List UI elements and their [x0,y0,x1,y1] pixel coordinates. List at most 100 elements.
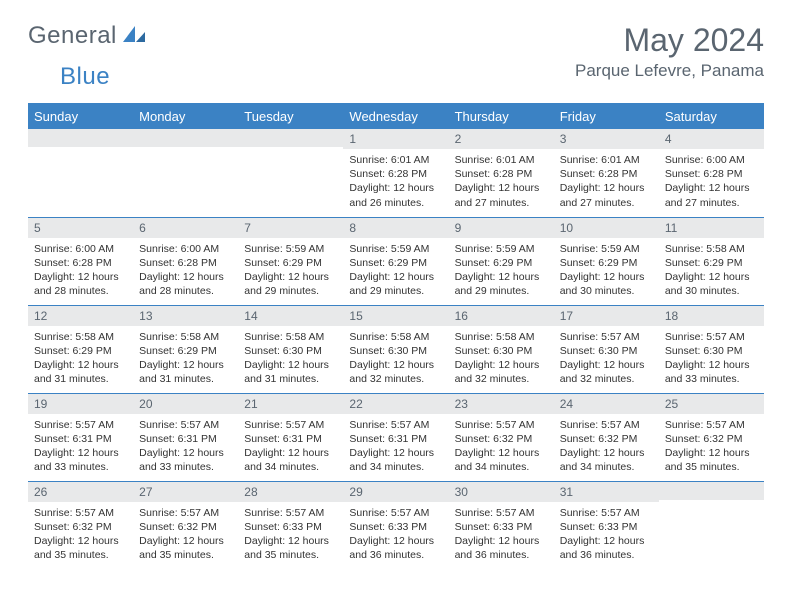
day-number: 1 [343,129,448,149]
day-number: 30 [449,482,554,502]
day-details: Sunrise: 5:58 AMSunset: 6:29 PMDaylight:… [28,326,133,393]
day-number [133,129,238,147]
calendar-day-cell: 8Sunrise: 5:59 AMSunset: 6:29 PMDaylight… [343,217,448,305]
day-details: Sunrise: 5:57 AMSunset: 6:31 PMDaylight:… [238,414,343,481]
day-details: Sunrise: 6:01 AMSunset: 6:28 PMDaylight:… [343,149,448,216]
day-details: Sunrise: 5:57 AMSunset: 6:31 PMDaylight:… [133,414,238,481]
logo-word-general: General [28,22,117,50]
day-details: Sunrise: 5:59 AMSunset: 6:29 PMDaylight:… [554,238,659,305]
calendar-day-cell: 6Sunrise: 6:00 AMSunset: 6:28 PMDaylight… [133,217,238,305]
calendar-day-cell: 20Sunrise: 5:57 AMSunset: 6:31 PMDayligh… [133,393,238,481]
day-details: Sunrise: 5:58 AMSunset: 6:30 PMDaylight:… [343,326,448,393]
calendar-day-cell: 15Sunrise: 5:58 AMSunset: 6:30 PMDayligh… [343,305,448,393]
day-number [28,129,133,147]
day-number: 4 [659,129,764,149]
day-details: Sunrise: 5:58 AMSunset: 6:30 PMDaylight:… [449,326,554,393]
day-number: 19 [28,394,133,414]
calendar-week-row: 19Sunrise: 5:57 AMSunset: 6:31 PMDayligh… [28,393,764,481]
calendar-day-cell [659,481,764,569]
calendar-day-cell: 3Sunrise: 6:01 AMSunset: 6:28 PMDaylight… [554,129,659,217]
calendar-day-cell: 1Sunrise: 6:01 AMSunset: 6:28 PMDaylight… [343,129,448,217]
calendar-day-cell: 26Sunrise: 5:57 AMSunset: 6:32 PMDayligh… [28,481,133,569]
day-details: Sunrise: 5:57 AMSunset: 6:32 PMDaylight:… [449,414,554,481]
calendar-day-cell [133,129,238,217]
calendar-day-cell [28,129,133,217]
calendar-day-cell: 13Sunrise: 5:58 AMSunset: 6:29 PMDayligh… [133,305,238,393]
day-number: 9 [449,218,554,238]
day-number: 13 [133,306,238,326]
calendar-day-cell: 22Sunrise: 5:57 AMSunset: 6:31 PMDayligh… [343,393,448,481]
day-details: Sunrise: 5:59 AMSunset: 6:29 PMDaylight:… [238,238,343,305]
day-details: Sunrise: 5:57 AMSunset: 6:31 PMDaylight:… [28,414,133,481]
calendar-day-cell: 4Sunrise: 6:00 AMSunset: 6:28 PMDaylight… [659,129,764,217]
calendar-day-cell: 23Sunrise: 5:57 AMSunset: 6:32 PMDayligh… [449,393,554,481]
day-details: Sunrise: 5:57 AMSunset: 6:32 PMDaylight:… [659,414,764,481]
calendar-day-cell: 21Sunrise: 5:57 AMSunset: 6:31 PMDayligh… [238,393,343,481]
day-details: Sunrise: 5:57 AMSunset: 6:33 PMDaylight:… [343,502,448,569]
day-number: 10 [554,218,659,238]
day-number: 24 [554,394,659,414]
day-number [238,129,343,147]
calendar-week-row: 12Sunrise: 5:58 AMSunset: 6:29 PMDayligh… [28,305,764,393]
day-number: 7 [238,218,343,238]
calendar-day-cell: 19Sunrise: 5:57 AMSunset: 6:31 PMDayligh… [28,393,133,481]
day-number: 11 [659,218,764,238]
calendar-day-cell: 18Sunrise: 5:57 AMSunset: 6:30 PMDayligh… [659,305,764,393]
calendar-week-row: 5Sunrise: 6:00 AMSunset: 6:28 PMDaylight… [28,217,764,305]
day-details: Sunrise: 5:58 AMSunset: 6:29 PMDaylight:… [659,238,764,305]
day-number: 14 [238,306,343,326]
calendar-day-cell: 5Sunrise: 6:00 AMSunset: 6:28 PMDaylight… [28,217,133,305]
day-details: Sunrise: 6:00 AMSunset: 6:28 PMDaylight:… [28,238,133,305]
calendar-day-cell: 24Sunrise: 5:57 AMSunset: 6:32 PMDayligh… [554,393,659,481]
logo-sail-icon [121,24,147,49]
calendar-day-cell: 31Sunrise: 5:57 AMSunset: 6:33 PMDayligh… [554,481,659,569]
day-number: 22 [343,394,448,414]
calendar-day-cell: 29Sunrise: 5:57 AMSunset: 6:33 PMDayligh… [343,481,448,569]
day-number: 23 [449,394,554,414]
day-header: Tuesday [238,104,343,130]
calendar-day-cell: 30Sunrise: 5:57 AMSunset: 6:33 PMDayligh… [449,481,554,569]
day-details: Sunrise: 6:00 AMSunset: 6:28 PMDaylight:… [659,149,764,216]
day-number: 5 [28,218,133,238]
day-number: 17 [554,306,659,326]
day-details: Sunrise: 6:01 AMSunset: 6:28 PMDaylight:… [554,149,659,216]
day-number: 18 [659,306,764,326]
calendar-day-cell: 16Sunrise: 5:58 AMSunset: 6:30 PMDayligh… [449,305,554,393]
calendar-header-row: SundayMondayTuesdayWednesdayThursdayFrid… [28,104,764,130]
day-details: Sunrise: 5:58 AMSunset: 6:29 PMDaylight:… [133,326,238,393]
day-details: Sunrise: 5:57 AMSunset: 6:30 PMDaylight:… [554,326,659,393]
day-number: 21 [238,394,343,414]
calendar-day-cell: 28Sunrise: 5:57 AMSunset: 6:33 PMDayligh… [238,481,343,569]
calendar-day-cell: 9Sunrise: 5:59 AMSunset: 6:29 PMDaylight… [449,217,554,305]
logo: General [28,22,147,50]
calendar-day-cell: 17Sunrise: 5:57 AMSunset: 6:30 PMDayligh… [554,305,659,393]
day-details: Sunrise: 5:57 AMSunset: 6:32 PMDaylight:… [554,414,659,481]
calendar-day-cell: 25Sunrise: 5:57 AMSunset: 6:32 PMDayligh… [659,393,764,481]
day-details: Sunrise: 5:58 AMSunset: 6:30 PMDaylight:… [238,326,343,393]
calendar-day-cell: 11Sunrise: 5:58 AMSunset: 6:29 PMDayligh… [659,217,764,305]
day-details: Sunrise: 6:01 AMSunset: 6:28 PMDaylight:… [449,149,554,216]
calendar-day-cell: 2Sunrise: 6:01 AMSunset: 6:28 PMDaylight… [449,129,554,217]
day-number: 8 [343,218,448,238]
day-number: 25 [659,394,764,414]
day-header: Sunday [28,104,133,130]
calendar-day-cell: 12Sunrise: 5:58 AMSunset: 6:29 PMDayligh… [28,305,133,393]
day-number: 27 [133,482,238,502]
calendar-body: 1Sunrise: 6:01 AMSunset: 6:28 PMDaylight… [28,129,764,569]
day-number: 2 [449,129,554,149]
calendar-week-row: 26Sunrise: 5:57 AMSunset: 6:32 PMDayligh… [28,481,764,569]
calendar-day-cell: 10Sunrise: 5:59 AMSunset: 6:29 PMDayligh… [554,217,659,305]
month-title: May 2024 [575,22,764,59]
day-header: Friday [554,104,659,130]
day-number: 6 [133,218,238,238]
day-details: Sunrise: 5:59 AMSunset: 6:29 PMDaylight:… [449,238,554,305]
calendar-day-cell [238,129,343,217]
day-number: 31 [554,482,659,502]
day-number: 3 [554,129,659,149]
day-number: 26 [28,482,133,502]
day-details: Sunrise: 5:57 AMSunset: 6:32 PMDaylight:… [133,502,238,569]
calendar-table: SundayMondayTuesdayWednesdayThursdayFrid… [28,103,764,569]
day-number: 12 [28,306,133,326]
day-number: 15 [343,306,448,326]
day-details: Sunrise: 5:59 AMSunset: 6:29 PMDaylight:… [343,238,448,305]
